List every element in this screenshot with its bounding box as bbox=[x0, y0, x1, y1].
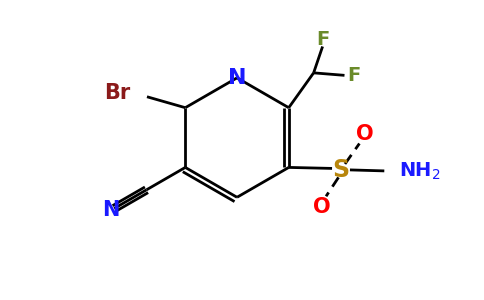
Text: F: F bbox=[347, 66, 360, 85]
Text: F: F bbox=[316, 29, 329, 49]
Text: N: N bbox=[103, 200, 120, 220]
Text: Br: Br bbox=[105, 83, 131, 103]
Text: S: S bbox=[333, 158, 349, 182]
Text: NH$_2$: NH$_2$ bbox=[399, 160, 441, 182]
Text: O: O bbox=[356, 124, 373, 144]
Text: N: N bbox=[228, 68, 246, 88]
Text: O: O bbox=[313, 197, 331, 217]
